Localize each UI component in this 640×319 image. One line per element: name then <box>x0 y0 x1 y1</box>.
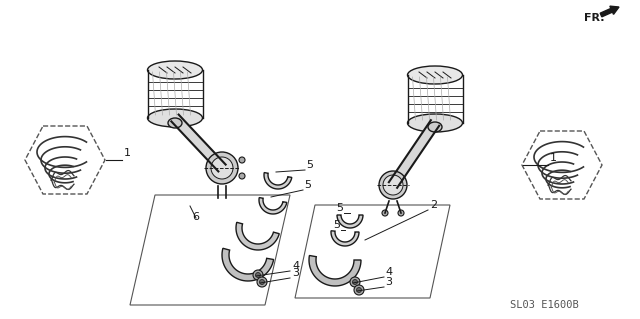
Circle shape <box>398 210 404 216</box>
Polygon shape <box>236 222 279 250</box>
Circle shape <box>354 285 364 295</box>
Circle shape <box>206 152 238 184</box>
Polygon shape <box>309 256 361 286</box>
Text: 2: 2 <box>430 200 437 210</box>
Circle shape <box>239 157 245 163</box>
Polygon shape <box>331 231 359 246</box>
Text: 5: 5 <box>336 203 343 213</box>
Text: 4: 4 <box>385 267 392 277</box>
Circle shape <box>356 287 362 293</box>
Polygon shape <box>25 126 105 194</box>
Text: 3: 3 <box>292 268 299 278</box>
Circle shape <box>211 157 233 179</box>
Circle shape <box>382 210 388 216</box>
Circle shape <box>383 175 403 195</box>
Text: 5: 5 <box>304 180 311 190</box>
Ellipse shape <box>408 66 463 84</box>
Ellipse shape <box>428 122 442 132</box>
Ellipse shape <box>168 118 182 128</box>
Circle shape <box>353 279 358 285</box>
Text: 1: 1 <box>124 148 131 158</box>
Circle shape <box>253 270 263 280</box>
Circle shape <box>350 277 360 287</box>
Text: 3: 3 <box>385 277 392 287</box>
Polygon shape <box>389 120 439 188</box>
Text: 1: 1 <box>550 153 557 163</box>
Circle shape <box>255 272 260 278</box>
Circle shape <box>239 173 245 179</box>
Polygon shape <box>259 197 287 214</box>
Circle shape <box>259 279 264 285</box>
Text: 6: 6 <box>192 212 199 222</box>
Polygon shape <box>222 248 274 281</box>
Polygon shape <box>264 173 292 189</box>
Circle shape <box>379 171 407 199</box>
FancyArrow shape <box>600 6 619 17</box>
Polygon shape <box>172 115 226 171</box>
Polygon shape <box>522 131 602 199</box>
Ellipse shape <box>408 114 463 132</box>
Ellipse shape <box>147 61 202 79</box>
Text: 5: 5 <box>333 220 340 230</box>
Polygon shape <box>337 215 363 228</box>
Circle shape <box>257 277 267 287</box>
Text: 4: 4 <box>292 261 299 271</box>
Text: 5: 5 <box>306 160 313 170</box>
Text: FR.: FR. <box>584 13 605 23</box>
Text: SL03 E1600B: SL03 E1600B <box>510 300 579 310</box>
Ellipse shape <box>147 109 202 127</box>
